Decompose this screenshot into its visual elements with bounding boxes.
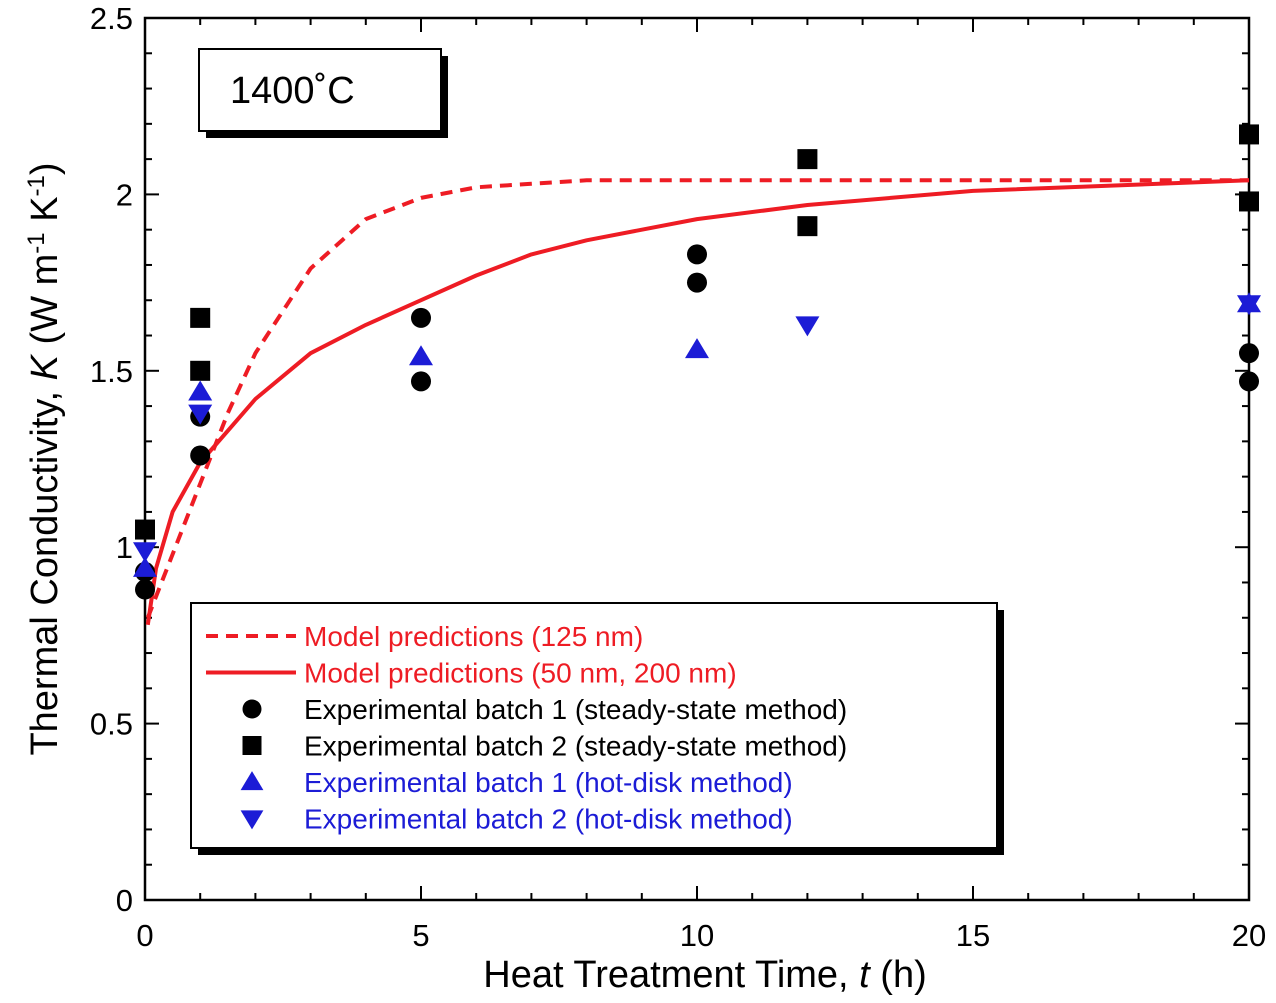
- data-point-batch2_steady: [797, 216, 818, 237]
- data-point-batch2_steady: [190, 307, 211, 328]
- data-point-batch2_hotdisk: [188, 404, 213, 425]
- x-tick-label: 5: [412, 918, 429, 953]
- data-point-batch1_steady: [1239, 343, 1259, 364]
- legend-label-model_50_200: Model predictions (50 nm, 200 nm): [304, 658, 737, 689]
- legend-label-batch1_hotdisk: Experimental batch 1 (hot-disk method): [304, 767, 793, 798]
- y-axis-title: Thermal Conductivity, K (W m-1 K-1): [23, 162, 67, 755]
- y-tick-label: 2.5: [90, 1, 133, 36]
- x-tick-label: 15: [956, 918, 990, 953]
- legend-swatch-batch2_steady: [242, 736, 262, 755]
- data-point-batch2_steady: [797, 149, 818, 170]
- x-tick-label: 20: [1232, 918, 1266, 953]
- legend-swatch-batch2_hotdisk: [240, 810, 264, 830]
- legend-label-batch2_steady: Experimental batch 2 (steady-state metho…: [304, 731, 847, 762]
- data-point-batch1_steady: [135, 579, 155, 600]
- legend-label-batch1_steady: Experimental batch 1 (steady-state metho…: [304, 694, 847, 725]
- legend-item-batch1_steady: Experimental batch 1 (steady-state metho…: [242, 694, 847, 725]
- y-tick-label: 2: [116, 177, 133, 212]
- data-markers: [133, 124, 1261, 600]
- data-point-batch2_steady: [1239, 124, 1259, 145]
- data-point-batch1_steady: [687, 272, 707, 293]
- legend-item-batch1_hotdisk: Experimental batch 1 (hot-disk method): [240, 767, 793, 798]
- data-point-batch2_steady: [1239, 191, 1259, 212]
- legend: Model predictions (125 nm) Model predicti…: [190, 602, 1004, 855]
- legend-item-batch2_hotdisk: Experimental batch 2 (hot-disk method): [240, 804, 793, 835]
- x-axis-title: Heat Treatment Time, t (h): [483, 954, 926, 996]
- y-tick-label: 0.5: [90, 707, 133, 742]
- model-lines: [145, 178, 1250, 626]
- legend-item-model_50_200: Model predictions (50 nm, 200 nm): [206, 658, 737, 689]
- legend-box: [190, 602, 998, 849]
- legend-label-model_125: Model predictions (125 nm): [304, 621, 643, 652]
- data-point-batch1_steady: [411, 307, 431, 328]
- annotation-text: 1400˚C: [230, 70, 355, 112]
- data-point-batch1_steady: [687, 244, 707, 265]
- series-line-model_125: [145, 178, 1249, 619]
- data-point-batch1_hotdisk: [188, 380, 213, 401]
- legend-item-model_125: Model predictions (125 nm): [206, 621, 643, 652]
- y-tick-label: 0: [116, 883, 133, 918]
- data-point-batch1_steady: [411, 371, 431, 392]
- data-point-batch2_hotdisk: [133, 542, 157, 563]
- x-tick-label: 10: [680, 918, 714, 953]
- x-tick-label: 0: [136, 918, 153, 953]
- annotation-box: [198, 48, 442, 132]
- series-line-model_50_200: [145, 178, 1250, 626]
- tick-labels: 0 5 10 15 20 0 0.5 1 1.5 2 2.5: [90, 1, 1266, 953]
- legend-item-batch2_steady: Experimental batch 2 (steady-state metho…: [242, 731, 847, 762]
- legend-swatch-batch1_hotdisk: [240, 771, 264, 791]
- y-tick-label: 1.5: [90, 354, 133, 389]
- data-point-batch2_steady: [135, 519, 155, 540]
- data-point-batch2_hotdisk: [1237, 295, 1261, 316]
- data-point-batch1_hotdisk: [409, 345, 433, 366]
- legend-swatch-batch1_steady: [242, 699, 262, 719]
- data-point-batch1_steady: [1239, 371, 1259, 392]
- legend-label-batch2_hotdisk: Experimental batch 2 (hot-disk method): [304, 804, 793, 835]
- y-tick-label: 1: [116, 530, 133, 565]
- data-point-batch1_hotdisk: [685, 338, 709, 359]
- data-point-batch1_hotdisk: [133, 556, 157, 577]
- data-point-batch2_steady: [190, 360, 211, 381]
- data-point-batch2_hotdisk: [795, 316, 820, 337]
- temperature-annotation: 1400˚C: [198, 48, 448, 138]
- data-point-batch1_steady: [190, 445, 211, 466]
